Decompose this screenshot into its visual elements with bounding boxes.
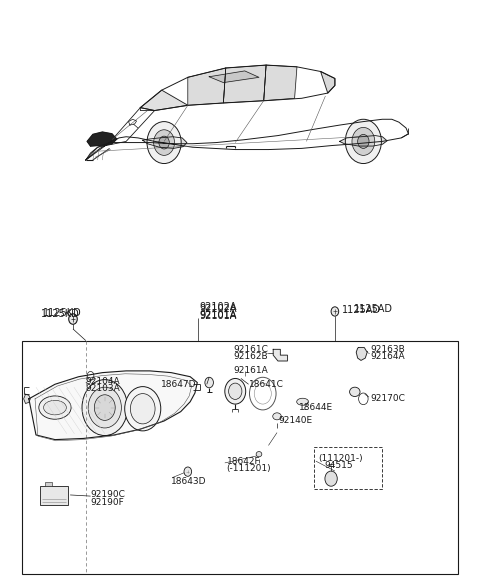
Bar — [40, 486, 68, 506]
Circle shape — [358, 135, 369, 148]
Polygon shape — [24, 394, 30, 403]
Text: 92163B: 92163B — [371, 345, 405, 354]
Text: 92102A: 92102A — [200, 303, 237, 313]
Circle shape — [125, 386, 161, 431]
Text: 92190F: 92190F — [91, 498, 124, 507]
Circle shape — [352, 128, 375, 155]
Text: 92161C: 92161C — [233, 345, 268, 354]
Ellipse shape — [44, 400, 66, 415]
Text: 92101A: 92101A — [200, 310, 237, 320]
Polygon shape — [86, 108, 155, 160]
Text: 92164A: 92164A — [371, 352, 405, 361]
Circle shape — [250, 377, 276, 410]
Polygon shape — [140, 90, 188, 111]
Ellipse shape — [273, 413, 281, 420]
Polygon shape — [188, 68, 226, 105]
Text: 1125KD: 1125KD — [43, 308, 82, 318]
Polygon shape — [321, 72, 335, 93]
Polygon shape — [264, 65, 297, 101]
Ellipse shape — [297, 398, 309, 405]
Text: 92103A: 92103A — [86, 385, 120, 393]
Circle shape — [225, 379, 246, 404]
Circle shape — [228, 383, 242, 399]
Polygon shape — [129, 119, 137, 125]
Polygon shape — [143, 137, 187, 148]
Circle shape — [159, 136, 169, 149]
Circle shape — [69, 314, 77, 325]
Bar — [45, 482, 52, 486]
Circle shape — [359, 393, 368, 405]
Text: 92162B: 92162B — [233, 352, 267, 361]
Circle shape — [254, 383, 271, 404]
Circle shape — [88, 387, 121, 428]
Text: 18647D: 18647D — [161, 380, 196, 389]
Polygon shape — [140, 65, 335, 111]
Polygon shape — [356, 348, 367, 360]
Polygon shape — [223, 65, 266, 103]
Text: 18643D: 18643D — [171, 477, 207, 486]
Circle shape — [87, 372, 94, 380]
Circle shape — [131, 393, 155, 424]
Text: 1125KD: 1125KD — [41, 309, 80, 319]
Text: 92140E: 92140E — [278, 416, 312, 426]
Text: (-111201): (-111201) — [227, 465, 271, 473]
Text: 18644E: 18644E — [300, 403, 334, 412]
Text: (111201-): (111201-) — [318, 454, 363, 463]
Circle shape — [325, 471, 337, 486]
Circle shape — [154, 130, 175, 155]
Polygon shape — [273, 349, 288, 361]
Polygon shape — [209, 71, 259, 82]
Circle shape — [95, 395, 115, 420]
Polygon shape — [340, 136, 387, 146]
Bar — [22, 340, 458, 573]
Text: 92102A: 92102A — [200, 302, 237, 312]
Polygon shape — [87, 132, 117, 146]
Circle shape — [345, 119, 382, 163]
Text: 92101A: 92101A — [200, 311, 237, 321]
Circle shape — [331, 307, 339, 316]
Circle shape — [82, 380, 128, 436]
Text: 92104A: 92104A — [86, 377, 120, 386]
Ellipse shape — [349, 387, 360, 396]
Circle shape — [147, 122, 181, 163]
Text: 1125AD: 1125AD — [342, 305, 381, 315]
Ellipse shape — [256, 452, 262, 457]
Ellipse shape — [39, 396, 71, 419]
Circle shape — [184, 467, 192, 476]
Text: 92190C: 92190C — [91, 490, 125, 499]
Text: 18641C: 18641C — [249, 380, 283, 389]
Text: 1125AD: 1125AD — [354, 303, 393, 313]
Text: 94515: 94515 — [324, 462, 353, 470]
Polygon shape — [29, 371, 197, 440]
Circle shape — [205, 377, 214, 387]
Bar — [313, 447, 383, 489]
Text: 92161A: 92161A — [233, 366, 268, 375]
Text: 92170C: 92170C — [371, 395, 405, 403]
Text: 18642F: 18642F — [227, 457, 260, 466]
Polygon shape — [86, 119, 408, 160]
